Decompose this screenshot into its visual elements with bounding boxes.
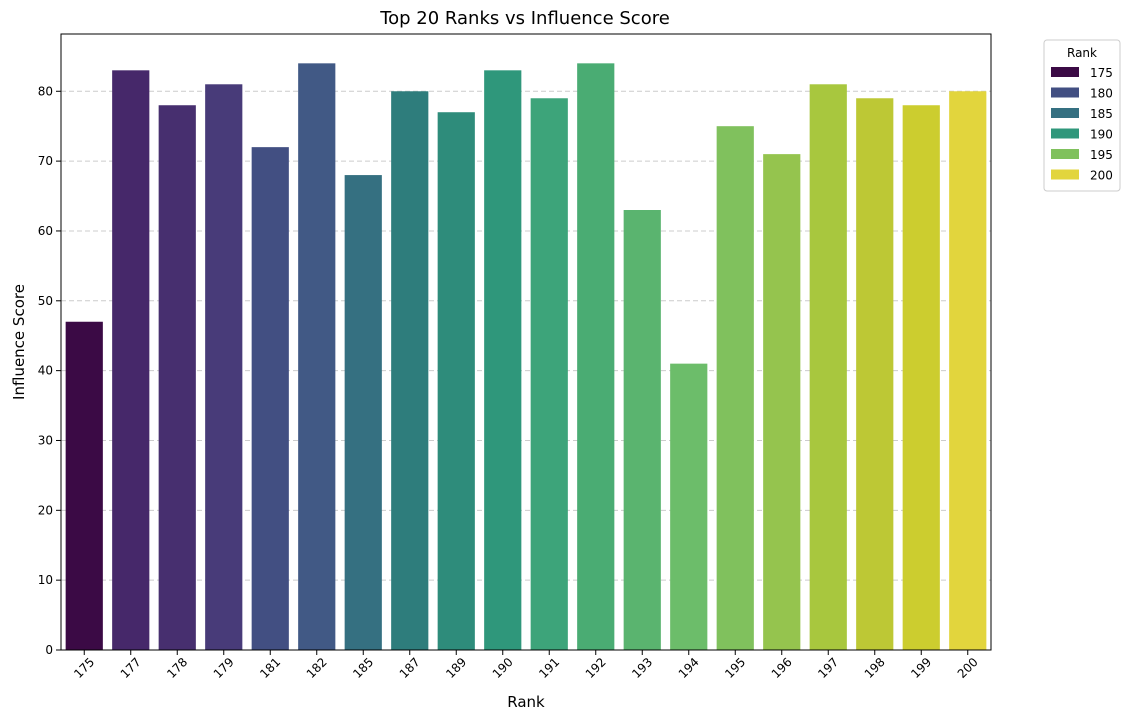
x-tick-label: 177 — [118, 655, 144, 681]
legend-label: 180 — [1090, 87, 1113, 101]
bar-200 — [949, 91, 987, 651]
y-tick-label: 10 — [38, 573, 53, 587]
bar-182 — [298, 63, 336, 651]
x-tick-label: 178 — [164, 655, 190, 681]
bar-187 — [391, 91, 429, 651]
y-tick-label: 60 — [38, 224, 53, 238]
bar-190 — [484, 70, 522, 651]
legend-label: 185 — [1090, 107, 1113, 121]
bar-192 — [577, 63, 615, 651]
x-tick-label: 190 — [490, 655, 516, 681]
y-tick-label: 40 — [38, 364, 53, 378]
x-tick-label: 182 — [304, 655, 330, 681]
legend-label: 195 — [1090, 148, 1113, 162]
x-tick-label: 187 — [397, 655, 423, 681]
x-tick-label: 193 — [629, 655, 655, 681]
bar-191 — [530, 98, 568, 650]
y-tick-label: 0 — [45, 643, 53, 657]
y-tick-label: 70 — [38, 154, 53, 168]
bar-189 — [437, 112, 475, 650]
bar-199 — [902, 105, 940, 650]
x-tick-label: 197 — [815, 655, 841, 681]
legend-swatch — [1051, 169, 1079, 180]
legend: Rank 175 180 185 190 195 200 — [1043, 39, 1121, 192]
plot-frame — [60, 33, 992, 651]
y-tick-label: 50 — [38, 294, 53, 308]
legend-swatch — [1051, 128, 1079, 139]
x-axis-ticks: 175 177 178 179 181 182 185 187 189 190 191 192 193 1… — [71, 650, 981, 681]
y-tick-label: 30 — [38, 433, 53, 447]
x-tick-label: 198 — [862, 655, 888, 681]
y-axis-ticks: 0 10 20 30 40 50 60 70 80 — [38, 84, 61, 657]
bar-177 — [112, 70, 150, 651]
legend-label: 200 — [1090, 169, 1113, 183]
y-tick-label: 20 — [38, 503, 53, 517]
bar-178 — [158, 105, 196, 650]
y-tick-label: 80 — [38, 84, 53, 98]
bars — [65, 63, 987, 651]
chart-title: Top 20 Ranks vs Influence Score — [379, 8, 670, 29]
y-axis-label: Influence Score — [10, 284, 28, 400]
legend-title: Rank — [1067, 46, 1097, 60]
x-tick-label: 192 — [583, 655, 609, 681]
x-tick-label: 195 — [722, 655, 748, 681]
legend-swatch — [1051, 108, 1079, 118]
x-tick-label: 199 — [908, 655, 934, 681]
x-tick-label: 200 — [955, 655, 981, 681]
x-axis-label: Rank — [507, 693, 545, 711]
x-tick-label: 196 — [769, 655, 795, 681]
legend-swatch — [1051, 87, 1079, 98]
x-tick-label: 194 — [676, 655, 702, 681]
x-tick-label: 189 — [443, 655, 469, 681]
bar-196 — [763, 154, 801, 650]
legend-swatch — [1051, 149, 1079, 159]
bar-193 — [623, 210, 661, 650]
x-tick-label: 191 — [536, 655, 562, 681]
x-tick-label: 181 — [257, 655, 283, 681]
x-tick-label: 179 — [211, 655, 237, 681]
legend-swatch — [1051, 67, 1079, 77]
legend-entries: 175 180 185 190 195 200 — [1051, 66, 1113, 183]
bar-198 — [856, 98, 894, 650]
gridlines — [61, 90, 991, 581]
legend-label: 190 — [1090, 128, 1113, 142]
x-tick-label: 175 — [71, 655, 97, 681]
x-tick-label: 185 — [350, 655, 376, 681]
bar-195 — [716, 126, 754, 650]
bar-175 — [65, 321, 103, 650]
bar-185 — [344, 175, 382, 651]
bar-179 — [205, 84, 243, 651]
bar-181 — [251, 147, 289, 650]
bar-197 — [809, 84, 847, 651]
legend-label: 175 — [1090, 66, 1113, 80]
bar-194 — [670, 363, 708, 650]
